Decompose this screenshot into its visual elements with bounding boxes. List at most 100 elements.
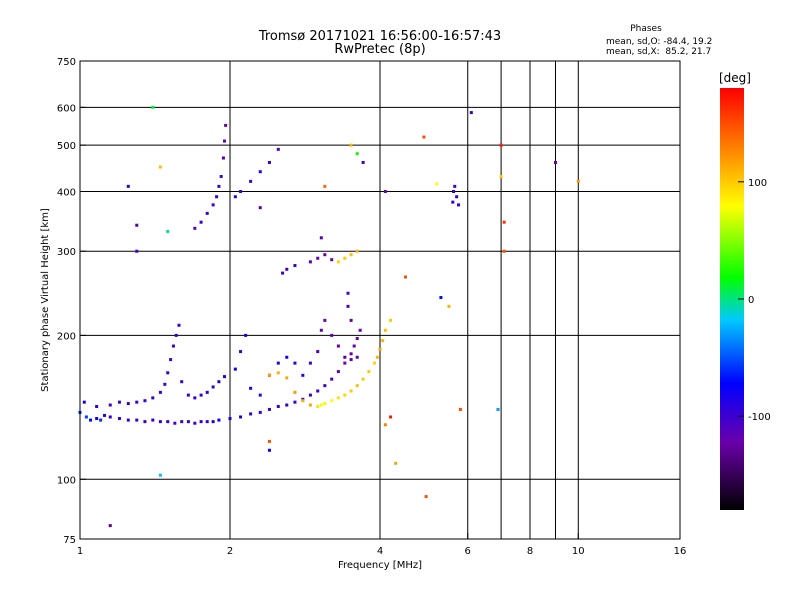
data-point	[355, 337, 359, 341]
data-point	[375, 355, 379, 359]
data-point	[349, 143, 353, 147]
data-point	[349, 318, 353, 322]
data-point	[199, 393, 203, 397]
data-point	[180, 420, 184, 424]
data-point	[205, 390, 209, 394]
x-tick-label: 4	[377, 546, 383, 557]
data-point	[221, 156, 225, 160]
data-point	[267, 448, 271, 452]
data-point	[217, 184, 221, 188]
data-point	[233, 195, 237, 199]
data-point	[95, 404, 99, 408]
data-point	[276, 404, 280, 408]
data-point	[211, 420, 215, 424]
grid-lines	[80, 61, 680, 539]
data-point	[215, 195, 219, 199]
data-point	[499, 143, 503, 147]
data-point	[355, 249, 359, 253]
data-point	[330, 377, 334, 381]
data-point	[389, 318, 393, 322]
data-point	[349, 352, 353, 356]
data-point	[293, 390, 297, 394]
data-point	[244, 333, 248, 337]
colorbar-label: [deg]	[719, 71, 751, 85]
data-point	[211, 385, 215, 389]
data-point	[361, 377, 365, 381]
data-point	[258, 410, 262, 414]
data-point	[219, 174, 223, 178]
data-point	[228, 417, 232, 421]
data-point	[373, 361, 377, 365]
data-point	[323, 402, 327, 406]
data-point	[276, 147, 280, 151]
x-axis-ticks: 1 2 4 6 8 10 16	[77, 533, 687, 557]
data-point	[301, 373, 305, 377]
data-point	[173, 421, 177, 425]
y-axis-ticks: 75 100 200 300 400 500 600 750	[57, 57, 86, 546]
data-point	[117, 400, 121, 404]
y-axis-label: Stationary phase Virtual Height [km]	[40, 208, 51, 392]
data-point	[276, 371, 280, 375]
data-point	[267, 160, 271, 164]
data-point	[126, 418, 130, 422]
data-point	[285, 403, 289, 407]
data-point	[496, 407, 500, 411]
data-point	[249, 179, 253, 183]
data-point	[171, 344, 175, 348]
data-point	[193, 226, 197, 230]
data-points	[78, 105, 580, 528]
y-tick-label: 750	[57, 57, 76, 68]
data-point	[223, 139, 227, 143]
data-point	[199, 220, 203, 224]
data-point	[158, 473, 162, 477]
data-point	[330, 399, 334, 403]
chart-subtitle: RwPretec (8p)	[334, 42, 425, 57]
data-point	[166, 371, 170, 375]
data-point	[336, 370, 340, 374]
x-tick-label: 16	[674, 546, 687, 557]
data-point	[293, 361, 297, 365]
data-point	[285, 267, 289, 271]
data-point	[258, 393, 262, 397]
data-point	[258, 170, 262, 174]
data-point	[447, 304, 451, 308]
data-point	[158, 420, 162, 424]
data-point	[316, 404, 320, 408]
data-point	[355, 152, 359, 156]
data-point	[458, 407, 462, 411]
data-point	[158, 165, 162, 169]
data-point	[163, 382, 167, 386]
data-point	[336, 344, 340, 348]
y-tick-label: 600	[57, 103, 76, 114]
data-point	[316, 350, 320, 354]
data-point	[308, 260, 312, 264]
data-point	[435, 182, 439, 186]
x-tick-label: 6	[465, 546, 471, 557]
data-point	[108, 415, 112, 419]
stats-o-line: mean, sd,O: -84.4, 19.2	[606, 37, 712, 47]
data-point	[249, 412, 253, 416]
data-point	[383, 328, 387, 332]
data-point	[267, 439, 271, 443]
colorbar-tick-label: 100	[748, 178, 767, 189]
x-tick-label: 1	[77, 546, 83, 557]
data-point	[352, 344, 356, 348]
data-point	[355, 384, 359, 388]
data-point	[267, 407, 271, 411]
data-point	[239, 350, 243, 354]
data-point	[349, 358, 353, 362]
colorbar-tick-label: -100	[748, 412, 771, 423]
data-point	[576, 179, 580, 183]
data-point	[457, 203, 461, 207]
data-point	[217, 418, 221, 422]
data-point	[211, 203, 215, 207]
x-tick-label: 8	[527, 546, 533, 557]
data-point	[308, 393, 312, 397]
data-point	[383, 189, 387, 193]
data-point	[239, 189, 243, 193]
data-point	[381, 339, 385, 343]
y-tick-label: 400	[57, 187, 76, 198]
data-point	[285, 376, 289, 380]
data-point	[199, 420, 203, 424]
data-point	[469, 111, 473, 115]
